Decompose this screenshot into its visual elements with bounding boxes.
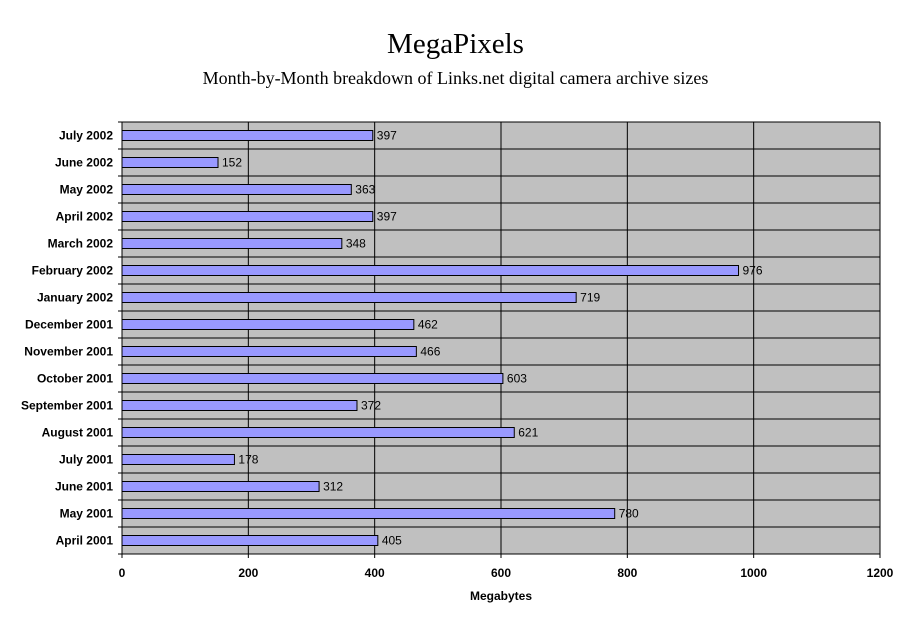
bar	[121, 211, 374, 222]
bar	[121, 346, 417, 357]
bar	[121, 508, 616, 519]
x-tick-label: 600	[491, 566, 511, 580]
category-label: November 2001	[24, 345, 113, 359]
data-label: 462	[418, 318, 438, 332]
data-label: 603	[507, 372, 527, 386]
category-label: August 2001	[42, 426, 114, 440]
data-label: 372	[361, 399, 381, 413]
bar	[121, 292, 577, 303]
data-label: 312	[323, 480, 343, 494]
bar	[121, 535, 379, 546]
category-label: June 2002	[55, 156, 113, 170]
category-label: May 2002	[60, 183, 114, 197]
x-tick-label: 1200	[867, 566, 894, 580]
category-label: December 2001	[25, 318, 113, 332]
category-label: July 2001	[59, 453, 113, 467]
bar	[121, 373, 504, 384]
data-label: 621	[518, 426, 538, 440]
data-label: 152	[222, 156, 242, 170]
category-label: July 2002	[59, 129, 113, 143]
bar	[121, 319, 415, 330]
bar	[121, 130, 374, 141]
category-label: January 2002	[37, 291, 113, 305]
x-tick-label: 200	[238, 566, 258, 580]
data-label: 348	[346, 237, 366, 251]
category-label: April 2002	[56, 210, 114, 224]
data-label: 976	[743, 264, 763, 278]
x-axis-label: Megabytes	[470, 589, 532, 603]
chart-subtitle: Month-by-Month breakdown of Links.net di…	[202, 68, 709, 88]
category-label: May 2001	[60, 507, 114, 521]
bar	[121, 157, 219, 168]
bar	[121, 454, 235, 465]
category-label: June 2001	[55, 480, 113, 494]
bar	[121, 238, 343, 249]
bar	[121, 481, 320, 492]
category-label: February 2002	[32, 264, 114, 278]
data-label: 780	[619, 507, 639, 521]
data-label: 466	[420, 345, 440, 359]
category-label: September 2001	[21, 399, 113, 413]
data-label: 719	[580, 291, 600, 305]
data-label: 363	[355, 183, 375, 197]
chart-title: MegaPixels	[387, 28, 524, 60]
data-label: 405	[382, 534, 402, 548]
bar	[121, 184, 352, 195]
data-label: 397	[377, 210, 397, 224]
data-label: 178	[238, 453, 258, 467]
x-tick-label: 1000	[740, 566, 767, 580]
bar	[121, 265, 740, 276]
category-label: April 2001	[56, 534, 114, 548]
category-label: March 2002	[48, 237, 114, 251]
x-tick-label: 400	[365, 566, 385, 580]
bar	[121, 427, 515, 438]
category-label: October 2001	[37, 372, 113, 386]
x-tick-label: 800	[617, 566, 637, 580]
data-label: 397	[377, 129, 397, 143]
bar	[121, 400, 358, 411]
x-tick-label: 0	[119, 566, 126, 580]
